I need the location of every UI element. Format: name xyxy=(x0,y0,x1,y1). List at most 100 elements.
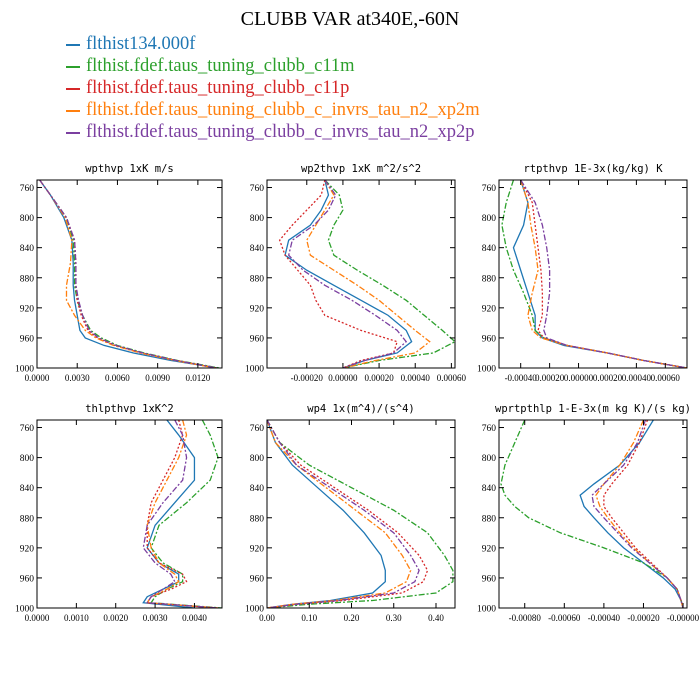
y-tick-label: 920 xyxy=(482,544,497,554)
y-tick-label: 960 xyxy=(20,574,35,584)
series-line xyxy=(591,420,684,608)
x-tick-label: 0.00060 xyxy=(651,373,681,383)
x-tick-label: 0.0000 xyxy=(25,373,50,383)
y-tick-label: 840 xyxy=(20,484,35,494)
panel: wp4 1x(m^4)/(s^4)76080084088092096010000… xyxy=(245,403,456,623)
series-line xyxy=(142,420,219,608)
y-tick-label: 760 xyxy=(482,424,497,434)
panel: wprtpthlp 1-E-3x(m kg K)/(s kg) 760 800 840… xyxy=(477,403,700,623)
y-tick-label: 800 xyxy=(250,454,265,464)
series-line xyxy=(287,180,408,368)
y-tick-label: 760 xyxy=(20,424,35,434)
panel-title: rtpthvp 1E-3x(kg/kg) K xyxy=(523,163,663,175)
legend-label: flthist.fdef.taus_tuning_clubb_c11m xyxy=(86,56,355,76)
y-tick-label: 800 xyxy=(20,454,35,464)
x-tick-label: -0.00080 xyxy=(509,613,542,623)
y-tick-label: 1000 xyxy=(477,605,496,615)
plot-frame xyxy=(36,179,223,369)
panel-title: wprtpthlp 1-E-3x(m kg K)/(s kg) xyxy=(495,403,691,415)
panel-title: wpthvp 1xK m/s xyxy=(85,163,174,175)
series-line xyxy=(142,420,196,608)
series-line xyxy=(267,420,429,608)
x-tick-label: 0.0010 xyxy=(64,613,89,623)
plot-frame xyxy=(266,179,456,369)
series-line xyxy=(520,180,687,368)
y-tick-label: 760 xyxy=(20,184,35,194)
x-tick-label: 0.20 xyxy=(344,613,360,623)
series-line xyxy=(39,180,219,368)
y-tick-label: 840 xyxy=(250,244,265,254)
y-tick-label: 880 xyxy=(20,514,35,524)
panel: rtpthvp 1E-3x(kg/kg) K 760 800 840 880 920 960… xyxy=(477,163,688,383)
x-tick-label: -0.00020 xyxy=(291,373,324,383)
series-line xyxy=(39,180,216,368)
x-tick-label: 0.00040 xyxy=(622,373,652,383)
legend-swatch xyxy=(66,110,80,112)
series-line xyxy=(324,180,455,368)
plot-frame xyxy=(36,419,223,609)
y-tick-label: 960 xyxy=(482,334,497,344)
y-tick-label: 760 xyxy=(250,184,265,194)
y-tick-label: 760 xyxy=(250,424,265,434)
x-tick-label: 0.00020 xyxy=(364,373,394,383)
x-tick-label: 0.0120 xyxy=(185,373,210,383)
series-line xyxy=(579,420,684,608)
series-line xyxy=(512,180,687,368)
series-line xyxy=(146,420,219,608)
legend-entry: flthist134.000f xyxy=(66,33,480,55)
x-tick-label: 0.10 xyxy=(301,613,317,623)
series-line xyxy=(267,420,412,608)
x-tick-label: -0.00060 xyxy=(548,613,581,623)
legend-entry: flthist.fdef.taus_tuning_clubb_c11p xyxy=(66,77,480,99)
y-tick-label: 760 xyxy=(482,184,497,194)
y-tick-label: 800 xyxy=(482,214,497,224)
series-line xyxy=(284,180,413,368)
legend-swatch xyxy=(66,44,80,46)
x-tick-label: 0.00020 xyxy=(535,373,565,383)
y-tick-label: 960 xyxy=(250,334,265,344)
y-tick-label: 840 xyxy=(250,484,265,494)
y-tick-label: 800 xyxy=(482,454,497,464)
x-tick-label: -0.00040 xyxy=(505,373,538,383)
y-tick-label: 920 xyxy=(20,544,35,554)
legend-entry: flthist.fdef.taus_tuning_clubb_c_invrs_t… xyxy=(66,99,480,121)
figure-title: CLUBB VAR at340E,-60N xyxy=(240,8,460,30)
legend-swatch xyxy=(66,88,80,90)
series-line xyxy=(39,180,220,368)
x-tick-label: -0.00000 xyxy=(667,613,700,623)
x-tick-label: 0.0040 xyxy=(182,613,207,623)
x-tick-label: 0.0030 xyxy=(65,373,90,383)
panel-title: thlpthvp 1xK^2 xyxy=(85,403,174,415)
x-tick-label: 0.00 xyxy=(259,613,275,623)
legend-label: flthist.fdef.taus_tuning_clubb_c_invrs_t… xyxy=(86,100,480,120)
panel-title: wp2thvp 1xK m^2/s^2 xyxy=(301,163,421,175)
y-tick-label: 880 xyxy=(250,274,265,284)
x-tick-label: 0.00060 xyxy=(437,373,467,383)
series-line xyxy=(278,180,398,368)
y-tick-label: 840 xyxy=(482,484,497,494)
panel: thlpthvp 1xK^276080084088092096010000.00… xyxy=(15,403,223,623)
y-tick-label: 840 xyxy=(20,244,35,254)
x-tick-label: 0.00020 xyxy=(593,373,623,383)
x-tick-label: -0.00020 xyxy=(627,613,660,623)
y-tick-label: 880 xyxy=(482,274,497,284)
series-line xyxy=(39,180,217,368)
x-tick-label: 0.30 xyxy=(386,613,402,623)
plot-frame xyxy=(498,179,688,369)
y-tick-label: 920 xyxy=(250,544,265,554)
x-tick-label: 0.0000 xyxy=(25,613,50,623)
x-tick-label: 0.0030 xyxy=(143,613,168,623)
series-line xyxy=(501,180,687,368)
legend-label: flthist134.000f xyxy=(86,34,196,54)
panel-title: wp4 1x(m^4)/(s^4) xyxy=(307,403,414,415)
legend-swatch xyxy=(66,66,80,68)
y-tick-label: 960 xyxy=(482,574,497,584)
series-line xyxy=(39,180,217,368)
x-tick-label: 0.00040 xyxy=(401,373,431,383)
plot-frame xyxy=(498,419,688,609)
series-line xyxy=(267,420,454,608)
y-tick-label: 1000 xyxy=(15,365,34,375)
series-line xyxy=(150,420,222,608)
y-tick-label: 1000 xyxy=(15,605,34,615)
x-tick-label: 0.0090 xyxy=(145,373,170,383)
